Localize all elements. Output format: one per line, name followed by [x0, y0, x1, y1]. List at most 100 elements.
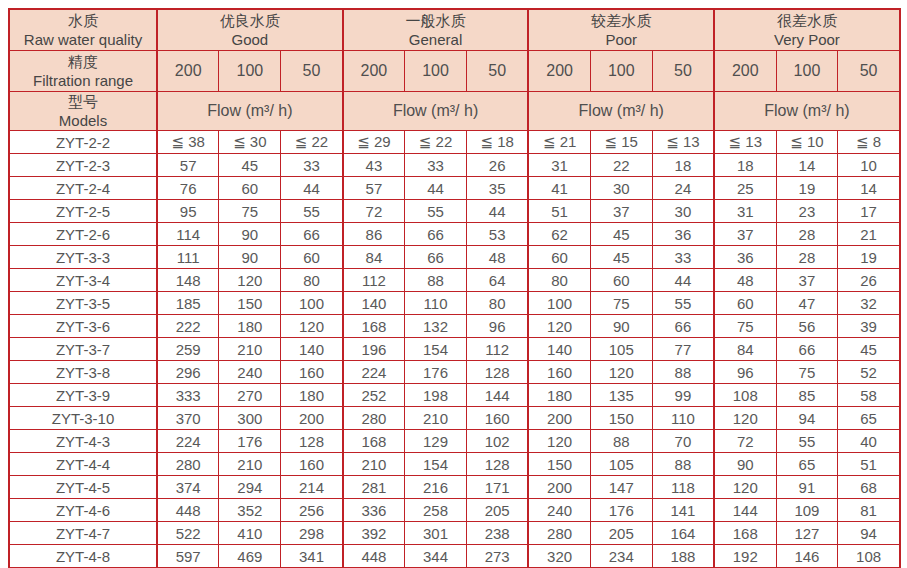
flow-value-cell: 374 [157, 476, 219, 499]
flow-value-cell: 36 [652, 223, 714, 246]
table-row: ZYT-2-5 95 75 55 72 55 44 51 37 30 31 23… [9, 200, 900, 223]
flow-value-cell: 28 [776, 246, 838, 269]
flow-value-cell: 44 [281, 177, 343, 200]
flow-value-cell: 140 [281, 338, 343, 361]
group-very-poor-cn: 很差水质 [715, 11, 899, 30]
flow-value-cell: 144 [466, 384, 528, 407]
flow-value-cell: 154 [405, 338, 467, 361]
flow-value-cell: 210 [405, 407, 467, 430]
flow-value-cell: 160 [528, 361, 590, 384]
flow-value-cell: 105 [590, 453, 652, 476]
model-cell: ZYT-4-6 [9, 499, 157, 522]
flow-value-cell: ≦ 38 [157, 131, 219, 154]
flow-value-cell: 52 [838, 361, 900, 384]
flow-value-cell: 273 [466, 545, 528, 568]
flow-value-cell: 41 [528, 177, 590, 200]
flow-value-cell: 150 [590, 407, 652, 430]
flow-value-cell: 65 [776, 453, 838, 476]
flow-value-cell: ≦ 15 [590, 131, 652, 154]
range-cell: 200 [714, 51, 776, 92]
flow-value-cell: 45 [219, 154, 281, 177]
flow-value-cell: 597 [157, 545, 219, 568]
flow-value-cell: 60 [281, 246, 343, 269]
group-header-good: 优良水质 Good [157, 9, 343, 51]
filtration-range-cn: 精度 [10, 52, 156, 71]
flow-value-cell: 150 [528, 453, 590, 476]
flow-value-cell: 39 [838, 315, 900, 338]
flow-value-cell: 448 [343, 545, 405, 568]
flow-value-cell: 75 [714, 315, 776, 338]
flow-value-cell: 55 [776, 430, 838, 453]
flow-value-cell: 22 [590, 154, 652, 177]
table-row: ZYT-2-4 76 60 44 57 44 35 41 30 24 25 19… [9, 177, 900, 200]
flow-value-cell: 84 [343, 246, 405, 269]
flow-value-cell: 192 [714, 545, 776, 568]
raw-water-quality-header: 水质 Raw water quality [9, 9, 157, 51]
flow-value-cell: 129 [405, 430, 467, 453]
flow-value-cell: 57 [343, 177, 405, 200]
flow-value-cell: 160 [466, 407, 528, 430]
flow-value-cell: 224 [343, 361, 405, 384]
flow-value-cell: 234 [590, 545, 652, 568]
flow-value-cell: 112 [343, 269, 405, 292]
flow-value-cell: 210 [219, 338, 281, 361]
flow-value-cell: 66 [652, 315, 714, 338]
table-row: ZYT-3-9 333 270 180 252 198 144 180 135 … [9, 384, 900, 407]
flow-value-cell: 77 [652, 338, 714, 361]
flow-value-cell: 205 [590, 522, 652, 545]
flow-value-cell: 30 [652, 200, 714, 223]
flow-value-cell: 154 [405, 453, 467, 476]
flow-value-cell: 185 [157, 292, 219, 315]
flow-value-cell: 270 [219, 384, 281, 407]
flow-value-cell: 280 [157, 453, 219, 476]
flow-value-cell: 40 [838, 430, 900, 453]
model-cell: ZYT-3-5 [9, 292, 157, 315]
flow-value-cell: 33 [652, 246, 714, 269]
flow-value-cell: 258 [405, 499, 467, 522]
flow-value-cell: 224 [157, 430, 219, 453]
flow-value-cell: 296 [157, 361, 219, 384]
flow-value-cell: 392 [343, 522, 405, 545]
header-row-models: 型号 Models Flow (m³/ h) Flow (m³/ h) Flow… [9, 92, 900, 131]
flow-value-cell: 108 [714, 384, 776, 407]
flow-value-cell: 90 [219, 246, 281, 269]
flow-value-cell: 198 [405, 384, 467, 407]
raw-water-quality-en: Raw water quality [10, 30, 156, 49]
table-body: ZYT-2-2 ≦ 38 ≦ 30 ≦ 22 ≦ 29 ≦ 22 ≦ 18 ≦ … [9, 131, 900, 568]
flow-value-cell: 222 [157, 315, 219, 338]
flow-value-cell: ≦ 21 [528, 131, 590, 154]
flow-value-cell: 100 [528, 292, 590, 315]
models-header: 型号 Models [9, 92, 157, 131]
flow-value-cell: 24 [652, 177, 714, 200]
flow-value-cell: 86 [343, 223, 405, 246]
flow-value-cell: ≦ 13 [714, 131, 776, 154]
flow-value-cell: 91 [776, 476, 838, 499]
flow-unit-cell: Flow (m³/ h) [528, 92, 714, 131]
flow-value-cell: 298 [281, 522, 343, 545]
flow-value-cell: 66 [776, 338, 838, 361]
flow-value-cell: 72 [343, 200, 405, 223]
flow-value-cell: 410 [219, 522, 281, 545]
model-cell: ZYT-2-3 [9, 154, 157, 177]
flow-value-cell: 94 [838, 522, 900, 545]
flow-value-cell: 300 [219, 407, 281, 430]
flow-value-cell: 105 [590, 338, 652, 361]
flow-value-cell: 25 [714, 177, 776, 200]
flow-value-cell: 19 [776, 177, 838, 200]
model-cell: ZYT-4-8 [9, 545, 157, 568]
flow-value-cell: 240 [528, 499, 590, 522]
flow-unit-cell: Flow (m³/ h) [157, 92, 343, 131]
flow-value-cell: 341 [281, 545, 343, 568]
flow-value-cell: 140 [343, 292, 405, 315]
flow-value-cell: 150 [219, 292, 281, 315]
flow-value-cell: 176 [590, 499, 652, 522]
flow-value-cell: 88 [405, 269, 467, 292]
flow-value-cell: 10 [838, 154, 900, 177]
model-cell: ZYT-3-6 [9, 315, 157, 338]
flow-value-cell: 60 [528, 246, 590, 269]
flow-value-cell: 200 [528, 476, 590, 499]
flow-unit-cell: Flow (m³/ h) [343, 92, 529, 131]
flow-value-cell: 144 [714, 499, 776, 522]
range-cell: 100 [776, 51, 838, 92]
flow-value-cell: 114 [157, 223, 219, 246]
